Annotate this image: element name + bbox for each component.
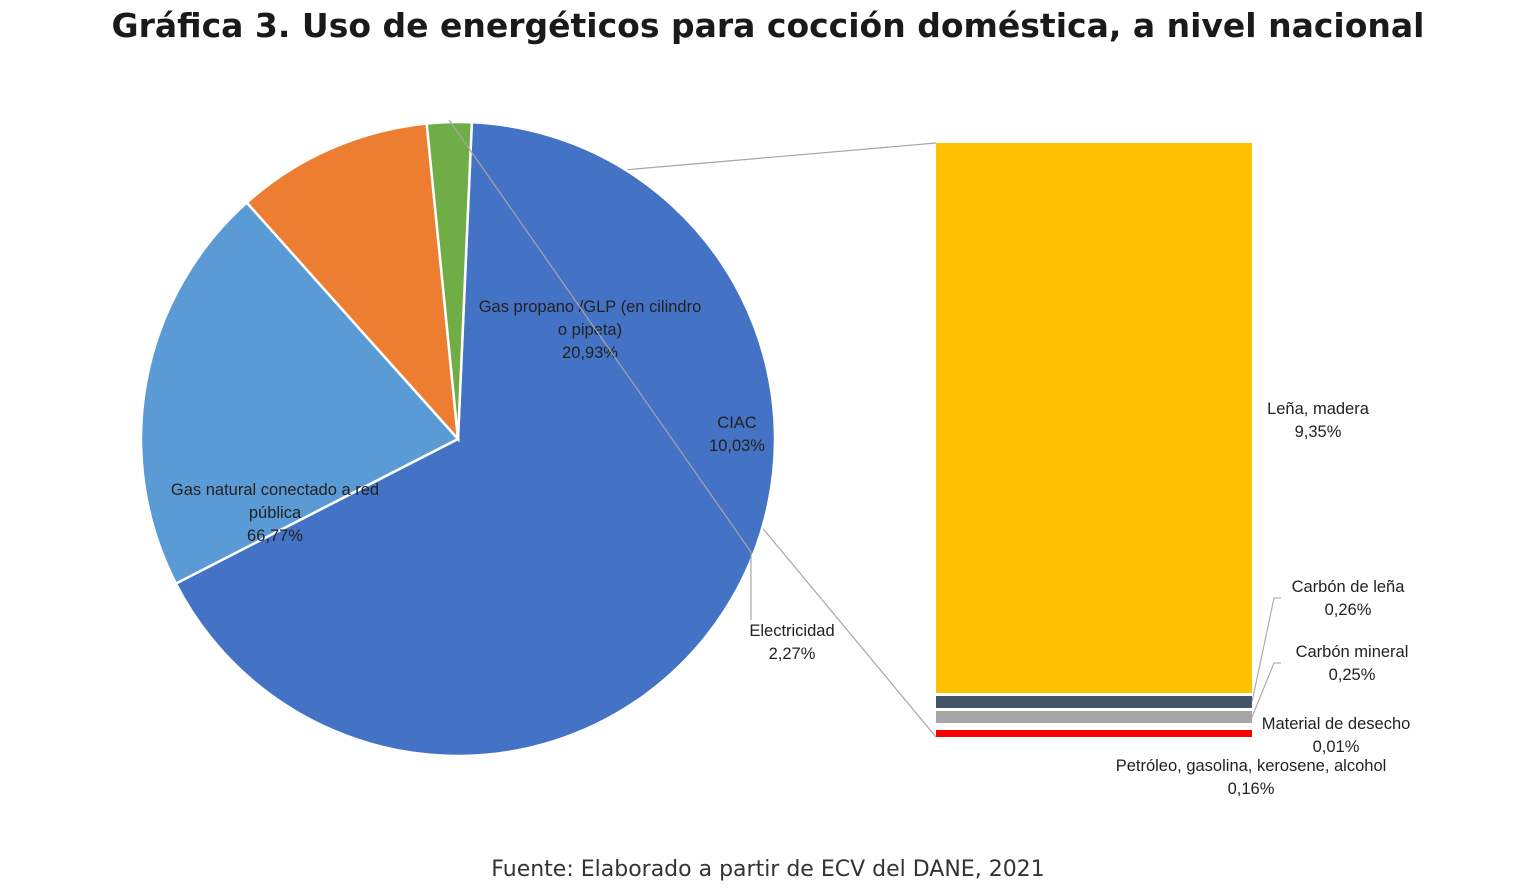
slice-value: 10,03% — [709, 437, 765, 455]
slice-value: 2,27% — [769, 645, 816, 663]
pie-slice-gas-natural-conectado-a-red — [174, 120, 777, 758]
segment-leader-carbon-mineral — [1251, 662, 1281, 718]
segment-name: Material de desecho — [1262, 715, 1411, 733]
slice-label-gas-natural-conectado-a-red: Gas natural conectado a red pública 66,77% — [171, 481, 379, 545]
breakdown-bar — [936, 143, 1252, 737]
segment-value: 9,35% — [1295, 423, 1342, 441]
electricidad-leader-line — [448, 119, 752, 620]
slice-label-line: Electricidad — [749, 622, 834, 640]
segment-label-carbon-de-lena: Carbón de leña 0,26% — [1292, 578, 1406, 619]
chart-title: Gráfica 3. Uso de energéticos para cocci… — [111, 6, 1425, 45]
segment-value: 0,01% — [1313, 738, 1360, 756]
slice-label-line: Gas natural conectado a red — [171, 481, 379, 499]
slice-value: 20,93% — [562, 344, 618, 362]
pie-slice-ciac — [245, 122, 460, 443]
segment-label-material-de-desecho: Material de desecho 0,01% — [1262, 715, 1411, 756]
bar-segment-carbon-de-lena — [936, 696, 1252, 708]
segment-label-petroleo-gasolina-kerosene-alcohol: Petróleo, gasolina, kerosene, alcohol 0,1… — [1116, 757, 1387, 798]
segment-label-lena-madera: Leña, madera 9,35% — [1267, 400, 1370, 441]
slice-label-line: CIAC — [717, 414, 757, 432]
pie-slice-electricidad — [425, 120, 474, 440]
segment-name: Carbón mineral — [1296, 643, 1409, 661]
slice-label-ciac: CIAC 10,03% — [709, 414, 765, 455]
data-labels: Gas natural conectado a red pública 66,77%… — [171, 119, 1411, 798]
slice-label-electricidad: Electricidad 2,27% — [749, 622, 834, 663]
segment-label-carbon-mineral: Carbón mineral 0,25% — [1296, 643, 1409, 684]
segment-value: 0,25% — [1329, 666, 1376, 684]
pie-chart — [139, 120, 777, 758]
bar-segment-material-de-desecho — [936, 726, 1252, 727]
segment-value: 0,26% — [1325, 601, 1372, 619]
slice-label-line: pública — [249, 504, 302, 522]
segment-name: Leña, madera — [1267, 400, 1370, 418]
slice-label-line: Gas propano /GLP (en cilindro — [479, 298, 702, 316]
pie-slice-gas-propano-glp-en-cilindro — [139, 200, 461, 586]
segment-name: Petróleo, gasolina, kerosene, alcohol — [1116, 757, 1387, 775]
bar-segment-lena-madera — [936, 143, 1252, 693]
slice-label-gas-propano-glp-en-cilindro: Gas propano /GLP (en cilindro o pipeta) 20… — [479, 298, 702, 362]
segment-name: Carbón de leña — [1292, 578, 1406, 596]
segment-leader-carbon-de-lena — [1251, 597, 1281, 703]
slice-value: 66,77% — [247, 527, 303, 545]
bar-segment-carbon-mineral — [936, 711, 1252, 723]
slice-label-line: o pipeta) — [558, 321, 622, 339]
bar-segment-petroleo-gasolina-kerosene-alcohol — [936, 730, 1252, 737]
segment-value: 0,16% — [1228, 780, 1275, 798]
source-note: Fuente: Elaborado a partir de ECV del DA… — [491, 857, 1045, 882]
